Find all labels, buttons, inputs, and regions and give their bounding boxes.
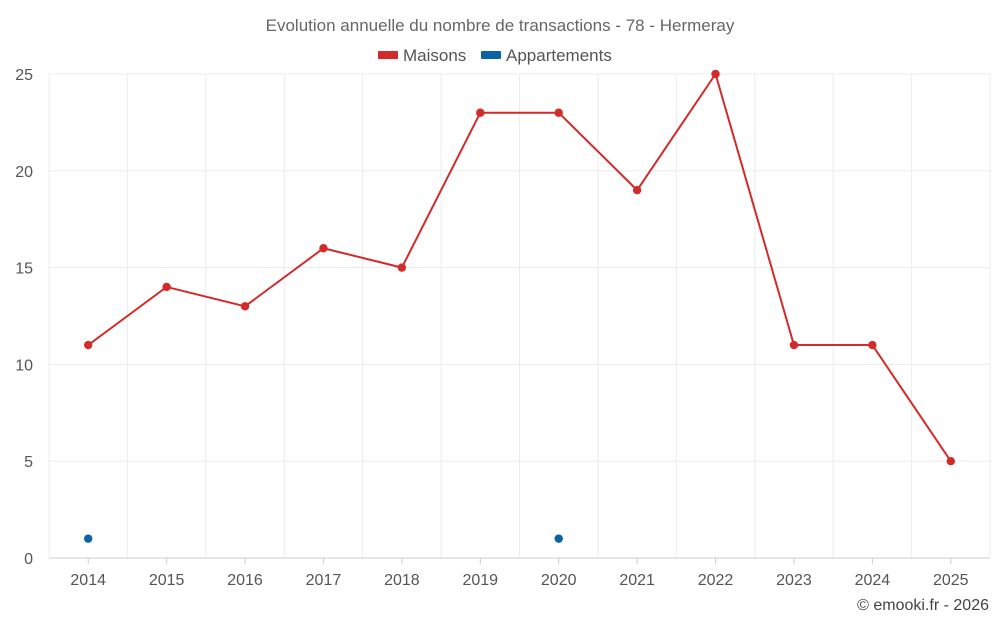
credit: © emooki.fr - 2026 bbox=[857, 597, 989, 614]
x-tick-label: 2015 bbox=[149, 572, 185, 589]
x-tick-label: 2023 bbox=[776, 572, 812, 589]
data-point-maisons[interactable] bbox=[397, 263, 407, 272]
series bbox=[84, 69, 955, 543]
data-point-maisons[interactable] bbox=[84, 340, 93, 350]
legend-label-appartements[interactable]: Appartements bbox=[506, 46, 612, 65]
data-point-maisons[interactable] bbox=[946, 457, 955, 466]
x-tick-label: 2024 bbox=[855, 572, 891, 589]
y-tick-label: 10 bbox=[15, 357, 33, 374]
data-point-maisons[interactable] bbox=[789, 340, 799, 350]
data-point-maisons[interactable] bbox=[554, 108, 563, 117]
y-tick-label: 25 bbox=[15, 67, 33, 84]
x-tick-label: 2021 bbox=[619, 572, 655, 589]
x-tick-label: 2016 bbox=[227, 572, 263, 589]
data-point-appartements[interactable] bbox=[84, 534, 93, 543]
data-point-maisons[interactable] bbox=[162, 282, 171, 292]
legend-label-maisons[interactable]: Maisons bbox=[403, 46, 466, 65]
x-tick-label: 2022 bbox=[698, 572, 734, 589]
y-tick-label: 20 bbox=[15, 164, 33, 181]
x-tick-label: 2020 bbox=[541, 572, 577, 589]
chart-title: Evolution annuelle du nombre de transact… bbox=[266, 16, 735, 35]
data-point-maisons[interactable] bbox=[319, 244, 328, 253]
data-point-maisons[interactable] bbox=[632, 185, 642, 195]
legend-swatch-appartements[interactable] bbox=[481, 51, 501, 59]
y-tick-label: 15 bbox=[15, 261, 33, 278]
y-tick-label: 5 bbox=[24, 454, 33, 471]
y-axis-ticks: 0 5 10 15 20 25 bbox=[15, 67, 33, 568]
x-tick-label: 2025 bbox=[933, 572, 969, 589]
legend-swatch-maisons[interactable] bbox=[378, 51, 398, 59]
data-point-maisons[interactable] bbox=[476, 108, 485, 117]
data-point-maisons[interactable] bbox=[240, 302, 250, 311]
data-point-maisons[interactable] bbox=[711, 69, 720, 79]
x-tick-label: 2014 bbox=[70, 572, 106, 589]
grid bbox=[48, 73, 991, 559]
x-tick-label: 2018 bbox=[384, 572, 420, 589]
x-axis-ticks: 2014 2015 2016 2017 2018 2019 2020 2021 2022 2023… bbox=[70, 558, 969, 589]
legend: Maisons Appartements bbox=[378, 46, 612, 65]
x-tick-label: 2019 bbox=[462, 572, 498, 589]
x-tick-label: 2017 bbox=[306, 572, 342, 589]
y-tick-label: 0 bbox=[24, 551, 33, 568]
data-point-appartements[interactable] bbox=[554, 534, 563, 543]
data-point-maisons[interactable] bbox=[868, 340, 877, 350]
series-line-maisons bbox=[87, 73, 952, 462]
